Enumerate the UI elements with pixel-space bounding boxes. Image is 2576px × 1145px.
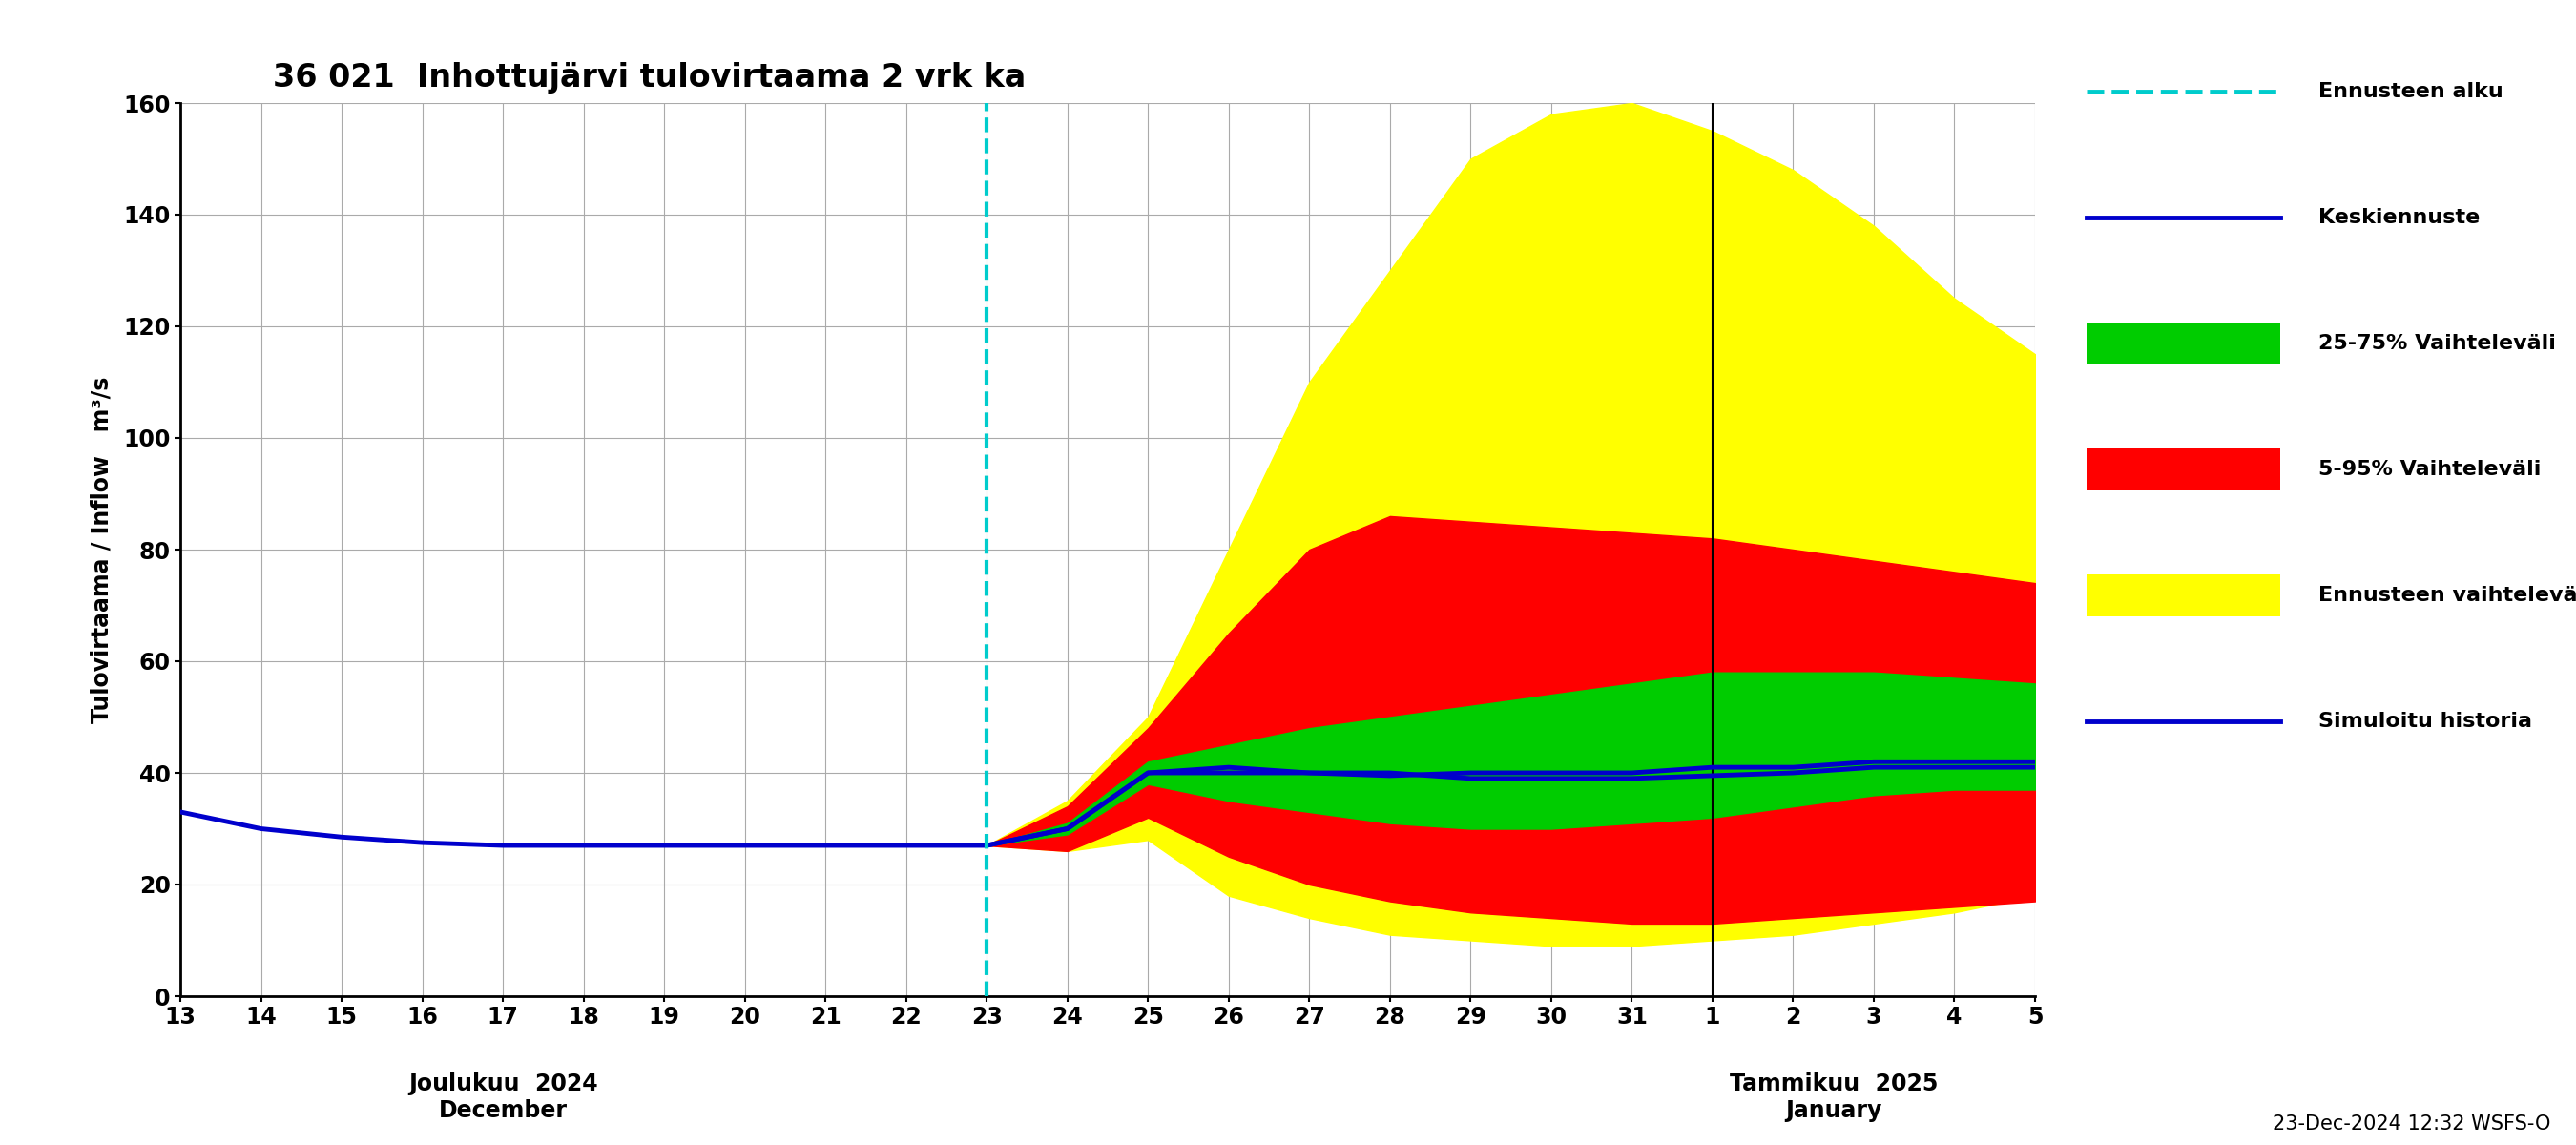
Text: 5-95% Vaihteleväli: 5-95% Vaihteleväli — [2318, 460, 2540, 479]
Text: Simuloitu historia: Simuloitu historia — [2318, 712, 2532, 731]
Text: Ennusteen alku: Ennusteen alku — [2318, 82, 2504, 101]
Y-axis label: Tulovirtaama / Inflow   m³/s: Tulovirtaama / Inflow m³/s — [90, 377, 113, 722]
Text: 25-75% Vaihteleväli: 25-75% Vaihteleväli — [2318, 334, 2555, 353]
Text: Tammikuu  2025
January: Tammikuu 2025 January — [1728, 1073, 1937, 1122]
Text: Keskiennuste: Keskiennuste — [2318, 208, 2481, 227]
Text: Ennusteen vaihteleväli: Ennusteen vaihteleväli — [2318, 586, 2576, 605]
Text: 36 021  Inhottujärvi tulovirtaama 2 vrk ka: 36 021 Inhottujärvi tulovirtaama 2 vrk k… — [273, 62, 1025, 94]
Text: 23-Dec-2024 12:32 WSFS-O: 23-Dec-2024 12:32 WSFS-O — [2272, 1114, 2550, 1134]
Text: Joulukuu  2024
December: Joulukuu 2024 December — [407, 1073, 598, 1122]
